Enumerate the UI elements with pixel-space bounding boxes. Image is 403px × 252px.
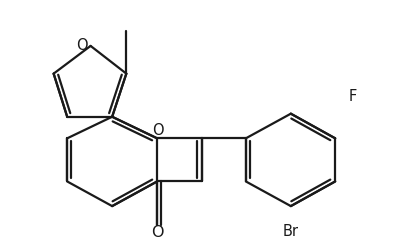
Text: F: F xyxy=(348,89,357,104)
Text: O: O xyxy=(76,38,88,53)
Text: O: O xyxy=(152,123,164,138)
Text: Br: Br xyxy=(283,225,299,239)
Text: O: O xyxy=(151,225,163,240)
